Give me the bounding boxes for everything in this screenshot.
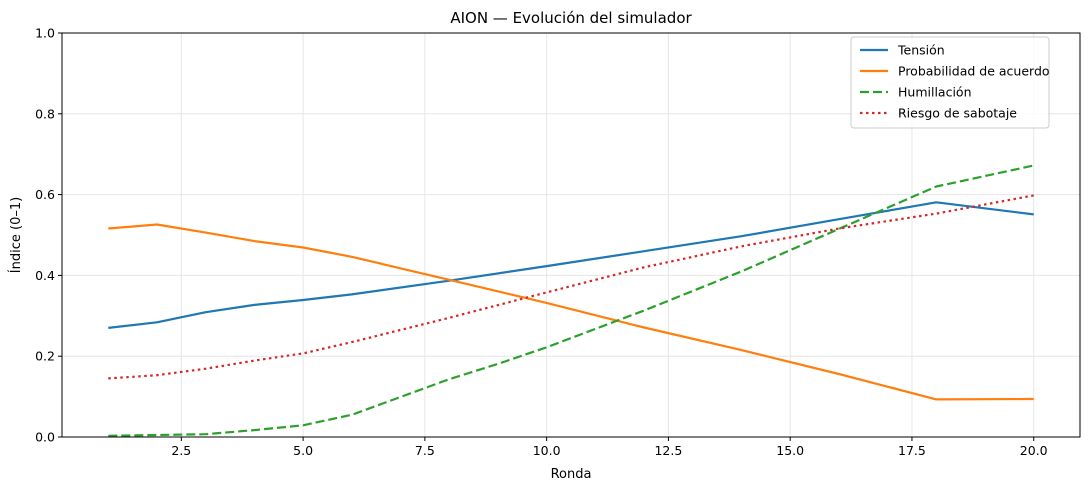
legend: Tensión Probabilidad de acuerdo Humillació… [850,36,1050,129]
series-line-humillacion [108,164,1034,437]
x-tick-label: 17.5 [898,443,926,458]
x-axis-label: Ronda [551,467,592,482]
plot-frame [61,32,1081,438]
x-tick-label: 12.5 [654,443,682,458]
y-tick-label: 0.8 [35,106,55,121]
x-tick-label: 5.0 [293,443,313,458]
y-tick-label: 0.4 [35,268,55,283]
series-lines [108,164,1034,437]
x-tick-label: 2.5 [171,443,191,458]
axis-ticks: 2.5 5.0 7.5 10.0 12.5 15.0 17.5 20.0 0.0 0.2 0.4 0.… [35,26,1048,459]
legend-label: Humillación [898,85,972,100]
series-line-riesgo-de-sabotaje [108,194,1034,380]
legend-label: Probabilidad de acuerdo [898,64,1050,79]
y-axis-label: Índice (0–1) [8,197,24,273]
y-tick-label: 1.0 [35,26,55,41]
y-tick-label: 0.6 [35,187,55,202]
x-tick-label: 15.0 [776,443,804,458]
chart-title: AION — Evolución del simulador [450,9,692,27]
legend-label: Riesgo de sabotaje [898,106,1017,121]
series-line-probabilidad-de-acuerdo [108,223,1034,401]
legend-label: Tensión [897,43,945,58]
legend-box [850,36,1050,129]
x-tick-label: 7.5 [415,443,435,458]
y-tick-label: 0.0 [35,430,55,445]
x-tick-label: 10.0 [533,443,561,458]
y-tick-label: 0.2 [35,349,55,364]
x-tick-label: 20.0 [1020,443,1048,458]
